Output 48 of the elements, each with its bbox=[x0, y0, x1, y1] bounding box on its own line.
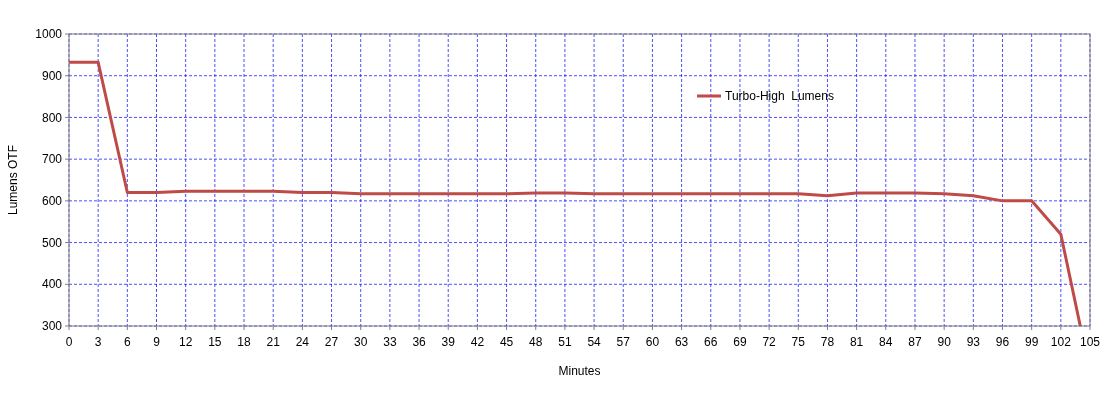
x-tick-label: 81 bbox=[849, 335, 864, 349]
x-tick-label: 102 bbox=[1050, 335, 1072, 349]
y-axis-title: Lumens OTF bbox=[6, 144, 20, 216]
x-tick-label: 63 bbox=[674, 335, 689, 349]
x-tick-label: 9 bbox=[153, 335, 161, 349]
x-tick-label: 87 bbox=[908, 335, 922, 349]
x-tick-label: 54 bbox=[587, 335, 602, 349]
x-tick-label: 75 bbox=[791, 335, 806, 349]
x-tick-label: 78 bbox=[820, 335, 835, 349]
x-tick-label: 99 bbox=[1024, 335, 1039, 349]
y-tick-label: 700 bbox=[41, 152, 63, 167]
x-tick-label: 33 bbox=[383, 335, 397, 349]
x-tick-label: 15 bbox=[208, 335, 222, 349]
x-tick-label: 12 bbox=[179, 335, 193, 349]
x-tick-label: 45 bbox=[499, 335, 514, 349]
y-tick-label: 400 bbox=[41, 277, 63, 292]
y-tick-label: 300 bbox=[41, 319, 63, 334]
x-tick-label: 66 bbox=[704, 335, 718, 349]
y-tick-label: 900 bbox=[41, 68, 63, 83]
x-tick-label: 69 bbox=[733, 335, 747, 349]
x-tick-label: 3 bbox=[94, 335, 102, 349]
x-tick-label: 60 bbox=[645, 335, 660, 349]
x-tick-label: 0 bbox=[65, 335, 73, 349]
x-tick-label: 18 bbox=[237, 335, 252, 349]
x-axis-title: Minutes bbox=[558, 364, 601, 378]
y-tick-label: 500 bbox=[41, 235, 63, 250]
y-tick-label: 600 bbox=[41, 194, 63, 209]
x-tick-label: 57 bbox=[616, 335, 631, 349]
x-tick-label: 48 bbox=[529, 335, 543, 349]
x-tick-label: 42 bbox=[470, 335, 485, 349]
x-tick-label: 84 bbox=[879, 335, 893, 349]
x-tick-label: 30 bbox=[354, 335, 368, 349]
x-tick-label: 21 bbox=[266, 335, 281, 349]
line-series bbox=[69, 60, 1082, 328]
x-tick-label: 27 bbox=[324, 335, 339, 349]
x-tick-label: 90 bbox=[937, 335, 952, 349]
x-tick-label: 72 bbox=[762, 335, 777, 349]
y-tick-label: 800 bbox=[41, 110, 63, 125]
y-tick-label: 1000 bbox=[35, 27, 63, 42]
x-tick-label: 96 bbox=[995, 335, 1010, 349]
x-tick-label: 51 bbox=[558, 335, 572, 349]
x-tick-label: 6 bbox=[124, 335, 131, 349]
x-tick-label: 105 bbox=[1079, 335, 1101, 349]
x-tick-label: 39 bbox=[441, 335, 456, 349]
x-tick-label: 93 bbox=[966, 335, 981, 349]
legend-label: Turbo-High Lumens bbox=[725, 89, 834, 104]
x-tick-label: 24 bbox=[295, 335, 310, 349]
x-tick-label: 36 bbox=[412, 335, 427, 349]
